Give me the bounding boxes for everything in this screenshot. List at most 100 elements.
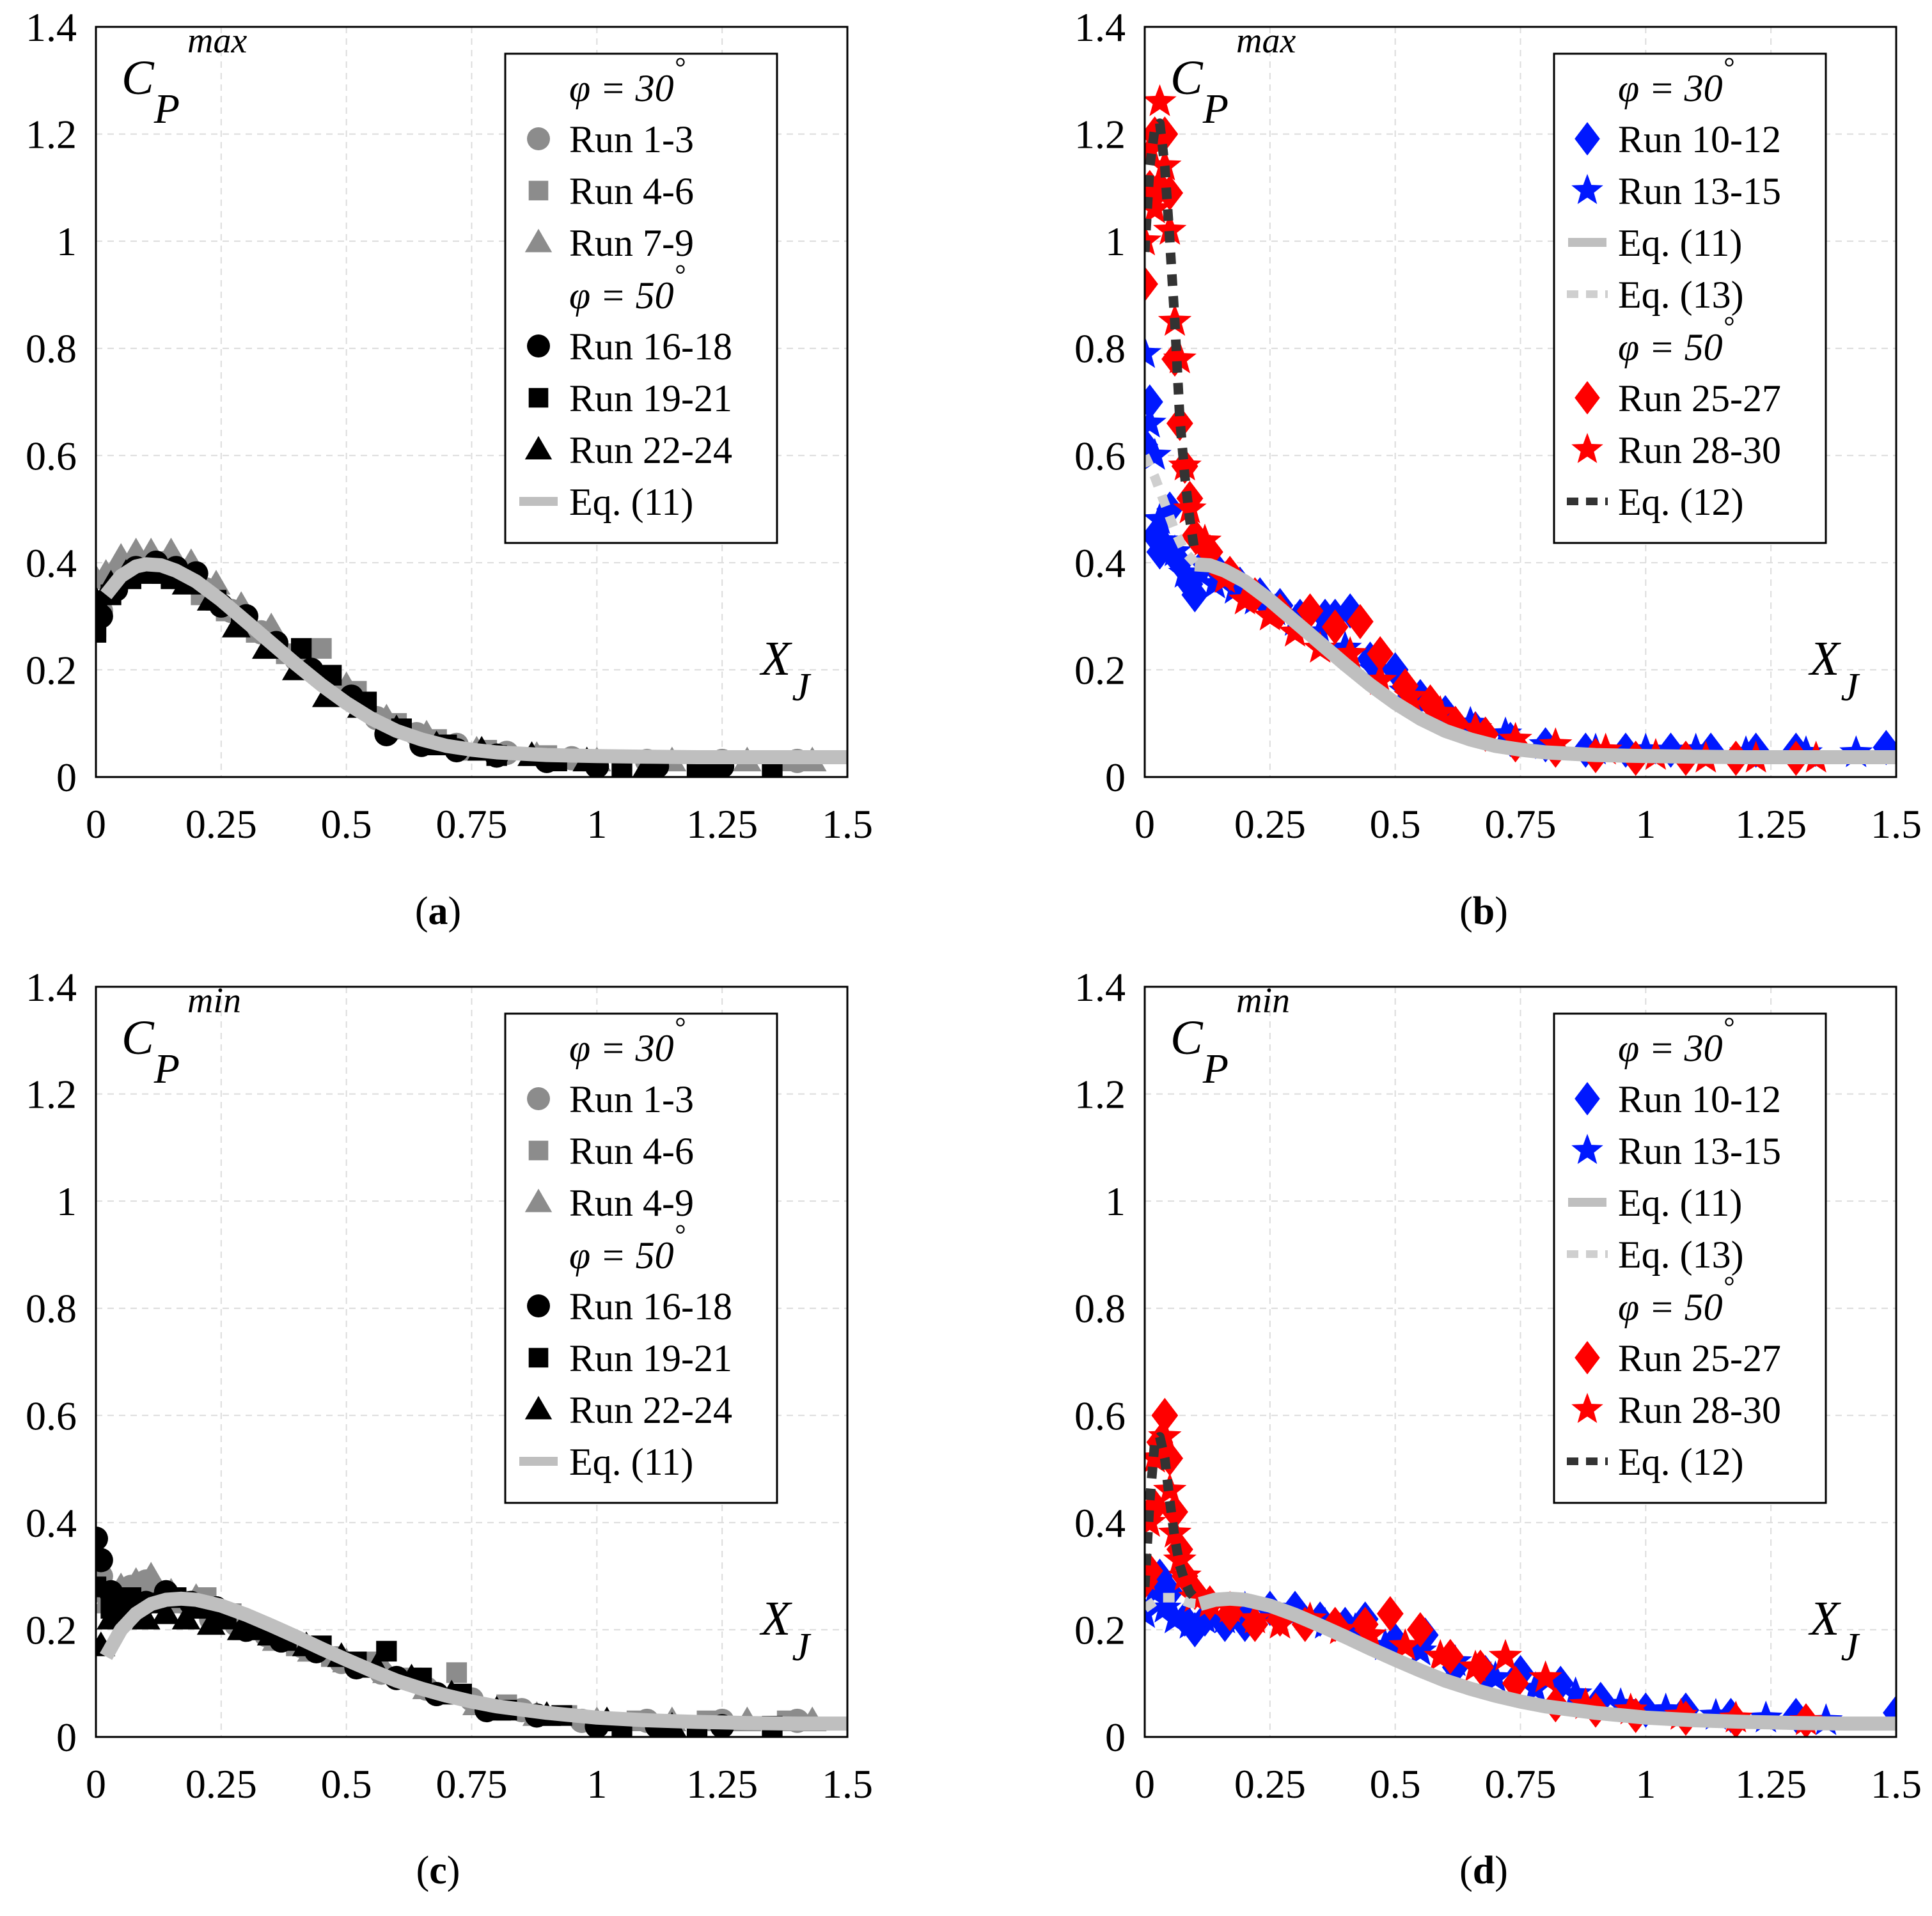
x-tick-label: 0.5 [1370, 1761, 1421, 1807]
legend-label: Eq. (12) [1618, 481, 1744, 523]
y-tick-label: 0.2 [1074, 647, 1126, 693]
x-tick-label: 0 [86, 1761, 106, 1807]
x-tick-label: 0.25 [1234, 801, 1306, 847]
y-tick-label: 1.2 [1074, 1072, 1126, 1117]
panel-caption: (d) [1459, 1849, 1508, 1892]
legend-label: Eq. (13) [1618, 274, 1744, 316]
panel-c: 0 0.25 0.5 0.75 1 1.25 1.500.20.40.60.811.21.4… [26, 964, 873, 1892]
x-tick-label: 1.25 [1735, 1761, 1807, 1807]
x-tick-label: 1.25 [686, 801, 758, 847]
panel-caption: (a) [415, 890, 461, 933]
y-tick-label: 0 [1105, 755, 1126, 800]
plot-area [82, 538, 847, 779]
y-tick-label: 1 [1105, 219, 1126, 264]
panel-caption: (c) [416, 1849, 460, 1892]
legend-label: Run 25-27 [1618, 1337, 1781, 1379]
y-tick-label: 0.6 [26, 1393, 77, 1438]
y-tick-label: 0.8 [26, 1286, 77, 1331]
y-tick-label: 1.4 [26, 4, 77, 50]
y-axis-label: CPmax [122, 21, 247, 132]
y-tick-label: 1.2 [26, 112, 77, 157]
series-run-4-9 [82, 1562, 827, 1731]
data-point [1138, 438, 1172, 470]
y-tick-label: 0.4 [1074, 1500, 1126, 1546]
legend-label: Eq. (11) [1618, 222, 1742, 264]
y-tick-label: 0.6 [26, 433, 77, 478]
legend-label: Run 10-12 [1618, 1078, 1781, 1120]
legend-swatch [529, 1348, 549, 1368]
legend: φ = 30° Run 1-3 Run 4-6 Run 7-9φ = 50° Run 1… [505, 52, 777, 543]
legend-label: Run 28-30 [1618, 1389, 1781, 1431]
legend-swatch [527, 127, 550, 150]
x-tick-label: 0.25 [185, 801, 257, 847]
curve-eq-11- [106, 564, 847, 757]
legend-label: Run 19-21 [569, 1337, 732, 1379]
legend-label: Eq. (11) [569, 1441, 693, 1483]
x-tick-label: 1.25 [1735, 801, 1807, 847]
panel-b: 0 0.25 0.5 0.75 1 1.25 1.500.20.40.60.811.21.4… [1074, 4, 1922, 933]
y-axis-label: CPmin [1170, 981, 1290, 1092]
y-tick-label: 0.2 [26, 647, 77, 693]
legend-label: Eq. (11) [1618, 1182, 1742, 1224]
data-point [311, 638, 331, 659]
x-tick-label: 0.75 [436, 1761, 508, 1807]
panel-d: 0 0.25 0.5 0.75 1 1.25 1.500.20.40.60.811.21.4… [1074, 964, 1922, 1892]
legend-label: Run 16-18 [569, 326, 732, 368]
y-tick-label: 0.8 [1074, 326, 1126, 372]
y-tick-label: 1.4 [26, 964, 77, 1010]
y-tick-label: 1.2 [1074, 112, 1126, 157]
y-tick-label: 1 [56, 1179, 77, 1224]
x-tick-label: 0.25 [1234, 1761, 1306, 1807]
series-run-16-18 [84, 1527, 734, 1738]
legend-label: Run 13-15 [1618, 1130, 1781, 1172]
x-tick-label: 1.5 [822, 1761, 873, 1807]
x-tick-label: 0 [1135, 801, 1155, 847]
legend-label: Run 4-6 [569, 1130, 694, 1172]
x-tick-label: 1 [586, 801, 607, 847]
x-tick-label: 1 [1635, 1761, 1656, 1807]
legend-label: Run 4-9 [569, 1182, 694, 1224]
x-axis-label: XJ [759, 1592, 811, 1669]
y-tick-label: 1 [1105, 1179, 1126, 1224]
series-run-22-24 [82, 559, 721, 776]
y-axis-label: CPmin [122, 981, 241, 1092]
y-tick-label: 0.4 [1074, 540, 1126, 586]
x-tick-label: 0.5 [1370, 801, 1421, 847]
x-tick-label: 0.75 [1485, 801, 1557, 847]
y-tick-label: 0 [56, 755, 77, 800]
x-tick-label: 1.5 [1871, 801, 1922, 847]
x-axis-label: XJ [1808, 632, 1860, 709]
x-tick-label: 1 [586, 1761, 607, 1807]
legend-swatch [527, 334, 550, 357]
x-tick-label: 0.5 [321, 1761, 372, 1807]
y-tick-label: 0.2 [1074, 1607, 1126, 1653]
legend: φ = 30° Run 10-12 Run 13-15 Eq. (11) Eq. (13… [1554, 52, 1826, 543]
legend: φ = 30° Run 10-12 Run 13-15 Eq. (11) Eq. (13… [1554, 1012, 1826, 1503]
y-tick-label: 1.4 [1074, 964, 1126, 1010]
x-tick-label: 0.75 [436, 801, 508, 847]
y-tick-label: 0.2 [26, 1607, 77, 1653]
legend-label: Run 28-30 [1618, 429, 1781, 471]
legend-label: Run 1-3 [569, 118, 694, 161]
legend-label: Run 10-12 [1618, 118, 1781, 161]
y-tick-label: 0.6 [1074, 1393, 1126, 1438]
y-tick-label: 0 [1105, 1715, 1126, 1760]
y-tick-label: 1.4 [1074, 4, 1126, 50]
legend-label: Run 1-3 [569, 1078, 694, 1120]
x-tick-label: 1.5 [822, 801, 873, 847]
x-axis-label: XJ [1808, 1592, 1860, 1669]
legend-swatch [529, 181, 549, 201]
x-tick-label: 1.25 [686, 1761, 758, 1807]
x-axis-label: XJ [759, 632, 811, 709]
x-tick-label: 0.5 [321, 801, 372, 847]
x-tick-label: 0.75 [1485, 1761, 1557, 1807]
legend-label: Run 19-21 [569, 377, 732, 420]
y-axis-label: CPmax [1170, 21, 1296, 132]
panel-caption: (b) [1459, 890, 1508, 933]
y-tick-label: 0.6 [1074, 433, 1126, 478]
legend-label: Run 22-24 [569, 1389, 732, 1431]
y-tick-label: 0.8 [1074, 1286, 1126, 1331]
legend: φ = 30° Run 1-3 Run 4-6 Run 4-9φ = 50° Run 1… [505, 1012, 777, 1503]
data-point [1133, 406, 1166, 438]
